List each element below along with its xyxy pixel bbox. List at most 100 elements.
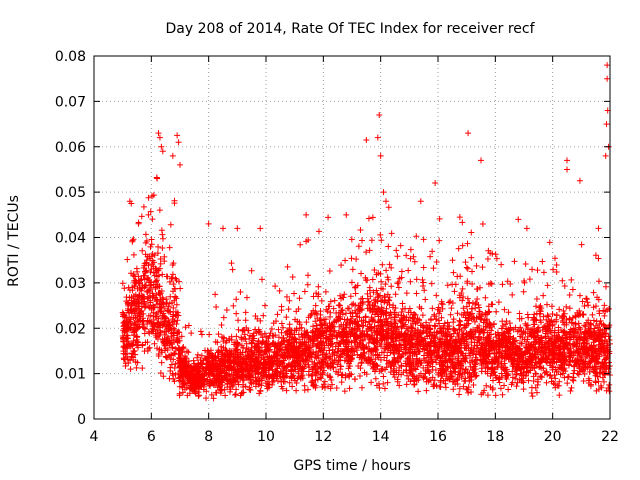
data-point [454, 380, 461, 387]
data-point [534, 267, 541, 274]
data-point [326, 347, 333, 354]
data-point [533, 295, 540, 302]
data-point [514, 328, 521, 335]
data-point [415, 388, 422, 395]
data-point [450, 269, 457, 276]
data-point [419, 312, 426, 319]
data-point [365, 298, 372, 305]
data-point [242, 309, 249, 316]
data-point [553, 312, 560, 319]
data-point [345, 365, 352, 372]
data-point [601, 302, 608, 309]
data-point [154, 250, 161, 257]
data-point [130, 251, 137, 258]
data-point [296, 295, 303, 302]
data-point [499, 318, 506, 325]
data-point [139, 341, 146, 348]
data-point [489, 301, 496, 308]
data-point [469, 268, 476, 275]
data-point [448, 305, 455, 312]
data-point [379, 261, 386, 268]
data-point [301, 382, 308, 389]
data-point [152, 278, 159, 285]
data-point [124, 256, 131, 263]
data-point [411, 311, 418, 318]
data-point [484, 256, 491, 263]
data-point [233, 296, 240, 303]
data-point [585, 302, 592, 309]
data-point [520, 375, 527, 382]
data-point [420, 236, 427, 243]
data-point [529, 393, 536, 400]
data-point [413, 290, 420, 297]
data-point [384, 379, 391, 386]
data-point [228, 260, 235, 267]
data-point [459, 219, 466, 226]
data-point [326, 320, 333, 327]
data-point [589, 311, 596, 318]
data-point [395, 279, 402, 286]
data-point [285, 306, 292, 313]
data-point [185, 322, 192, 329]
data-point [413, 276, 420, 283]
data-point [229, 382, 236, 389]
data-point [455, 322, 462, 329]
data-point [590, 317, 597, 324]
data-point [407, 278, 414, 285]
data-point [134, 333, 141, 340]
data-point [346, 370, 353, 377]
data-point [597, 317, 604, 324]
data-point [331, 297, 338, 304]
data-point [542, 330, 549, 337]
data-point [158, 227, 165, 234]
data-point [366, 247, 373, 254]
data-point [160, 235, 167, 242]
data-point [422, 296, 429, 303]
data-point [539, 258, 546, 265]
data-point [427, 253, 434, 260]
data-point [276, 287, 283, 294]
data-point [456, 317, 463, 324]
data-point [473, 286, 480, 293]
data-point [289, 274, 296, 281]
data-point [606, 388, 613, 395]
data-point [561, 282, 568, 289]
data-point [398, 268, 405, 275]
data-point [566, 305, 573, 312]
data-point [407, 246, 414, 253]
data-point [420, 264, 427, 271]
data-point [198, 331, 205, 338]
data-point [553, 261, 560, 268]
data-point [283, 387, 290, 394]
data-point [133, 364, 140, 371]
data-point [348, 236, 355, 243]
data-point [348, 301, 355, 308]
data-point [132, 310, 139, 317]
data-point [322, 288, 329, 295]
data-point [348, 255, 355, 262]
data-point [509, 291, 516, 298]
data-point [420, 364, 427, 371]
data-point [595, 378, 602, 385]
data-point [382, 281, 389, 288]
data-point [520, 386, 527, 393]
data-point [450, 319, 457, 326]
data-point [232, 392, 239, 399]
data-point [321, 378, 328, 385]
data-point [213, 304, 220, 311]
data-point [166, 244, 173, 251]
data-point [353, 313, 360, 320]
data-point [243, 294, 250, 301]
data-point [606, 322, 613, 329]
data-point [522, 261, 529, 268]
data-point [556, 306, 563, 313]
data-point [331, 327, 338, 334]
data-point [182, 353, 189, 360]
data-point [389, 322, 396, 329]
data-point [568, 384, 575, 391]
data-point [403, 290, 410, 297]
data-point [500, 366, 507, 373]
data-point [464, 240, 471, 247]
data-point [393, 247, 400, 254]
data-point [170, 304, 177, 311]
